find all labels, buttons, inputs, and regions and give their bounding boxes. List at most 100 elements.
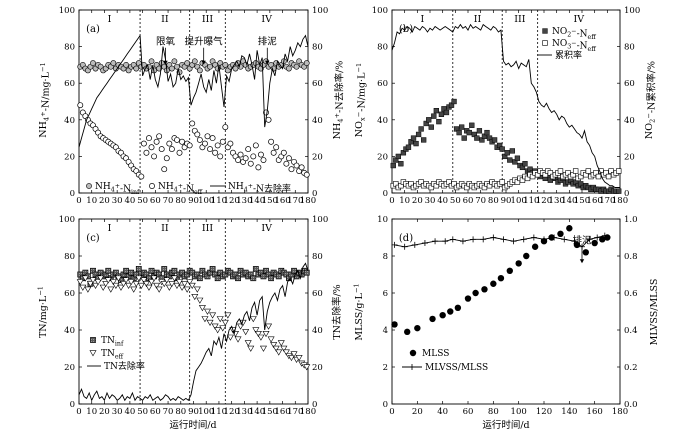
annotation-arrowhead — [163, 60, 168, 65]
data-point — [557, 230, 564, 237]
data-point — [476, 128, 483, 134]
data-point — [252, 327, 260, 334]
data-point — [173, 282, 181, 290]
y2-tick-label: 20 — [312, 152, 323, 162]
series-1 — [77, 102, 310, 180]
data-point — [112, 282, 120, 290]
data-point — [196, 67, 203, 74]
data-point — [222, 124, 229, 131]
data-point — [224, 312, 232, 319]
annotation-arrowhead — [201, 60, 206, 65]
data-point — [293, 162, 300, 169]
x-tick-label: 110 — [211, 407, 227, 417]
y-tick-label: 20 — [64, 363, 75, 373]
phase-label: I — [108, 14, 112, 25]
phases: I II III IV — [421, 10, 584, 193]
data-point — [295, 355, 303, 362]
data-point — [282, 349, 290, 356]
data-point — [191, 294, 199, 301]
y2-tick-label: 1.0 — [624, 215, 638, 225]
data-point — [616, 168, 622, 174]
x-tick-label: 150 — [574, 196, 590, 206]
data-point — [184, 60, 191, 66]
y2-tick-label: 80 — [312, 43, 323, 53]
data-point — [138, 173, 145, 180]
data-point — [433, 108, 439, 114]
x-tick-label: 110 — [523, 196, 539, 206]
data-point — [491, 137, 498, 143]
data-point — [135, 266, 142, 272]
data-point — [209, 312, 217, 319]
data-point — [194, 131, 201, 138]
x-tick-label: 80 — [175, 196, 186, 206]
data-point — [156, 133, 163, 140]
data-point — [171, 267, 178, 274]
data-point — [168, 65, 175, 72]
data-point — [255, 164, 262, 171]
data-point — [268, 138, 275, 145]
x-tick-label: 70 — [163, 407, 174, 417]
annotations: 排泥 — [572, 234, 592, 264]
data-point — [249, 316, 257, 323]
y-axis-left: 0 20 40 60 80 100 — [59, 6, 82, 199]
data-point — [79, 284, 87, 291]
series-1 — [76, 275, 311, 371]
data-point — [469, 122, 475, 128]
data-point — [557, 168, 564, 174]
data-point — [148, 267, 155, 274]
panel-label: (c) — [86, 233, 100, 244]
data-point — [252, 142, 259, 149]
legend-tn-removal: TN去除率 — [104, 360, 145, 372]
data-point — [170, 275, 178, 282]
data-point — [201, 316, 209, 323]
data-point — [140, 277, 148, 284]
data-point — [132, 281, 140, 288]
data-point — [122, 277, 130, 284]
data-point — [176, 149, 183, 156]
data-point — [561, 236, 568, 243]
y-tick-label: 80 — [377, 43, 388, 53]
data-point — [145, 284, 153, 291]
data-point — [163, 155, 170, 162]
legend-marker-nh4-eff — [149, 183, 155, 189]
data-point — [605, 173, 612, 180]
y2-tick-label: 60 — [312, 289, 323, 299]
x-tick-label: 60 — [150, 407, 161, 417]
data-point — [175, 279, 184, 286]
y2-tick-label: 40 — [624, 116, 635, 126]
data-point — [135, 275, 143, 282]
data-point — [252, 266, 259, 272]
data-point — [404, 328, 411, 336]
data-point — [146, 135, 152, 142]
data-point — [573, 241, 581, 249]
data-point — [541, 236, 547, 243]
data-point — [591, 239, 598, 247]
data-point — [268, 275, 275, 282]
x-tick-label: 120 — [224, 196, 240, 206]
legend-marker-mlvss — [409, 364, 415, 370]
x-axis: 0 10 20 30 40 50 60 70 80 90 100110120130140150160… — [389, 10, 628, 206]
data-point — [196, 136, 203, 143]
x-tick-label: 160 — [274, 407, 290, 417]
x-tick-label: 30 — [112, 407, 123, 417]
data-point — [155, 286, 163, 293]
x-tick-label: 150 — [262, 196, 278, 206]
data-point — [86, 281, 94, 288]
data-point — [254, 331, 262, 338]
data-point — [105, 267, 112, 274]
data-point — [265, 323, 273, 330]
x-tick-label: 160 — [587, 407, 603, 417]
data-point — [599, 236, 606, 243]
data-point — [303, 364, 311, 371]
data-point — [595, 173, 602, 180]
legend-tn-eff: TNeff — [101, 349, 124, 361]
data-point — [247, 160, 254, 167]
data-point — [280, 149, 287, 156]
data-point — [179, 138, 185, 145]
data-point — [504, 150, 510, 156]
y-tick-label: 20 — [64, 152, 75, 162]
x-tick-label: 170 — [287, 407, 303, 417]
data-point — [247, 345, 255, 352]
x-tick-label: 20 — [99, 407, 110, 417]
